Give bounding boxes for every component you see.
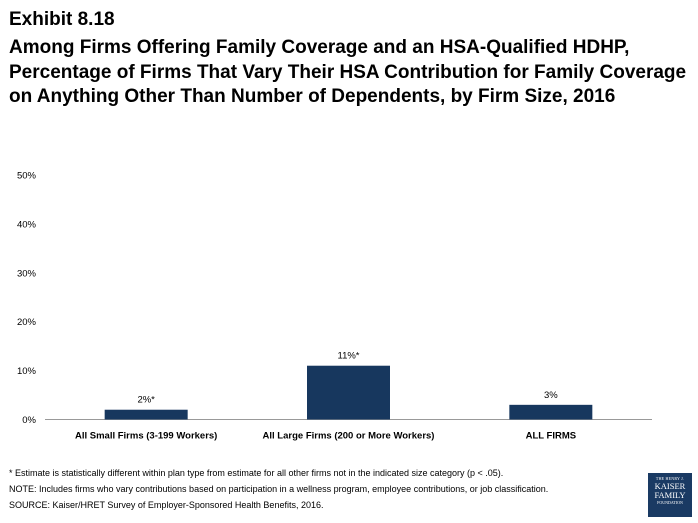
bar bbox=[509, 404, 593, 420]
y-tick-label: 0% bbox=[22, 415, 36, 426]
chart-title: Among Firms Offering Family Coverage and… bbox=[9, 37, 687, 107]
bar-data-label: 11%* bbox=[337, 351, 359, 362]
footnote-source: SOURCE: Kaiser/HRET Survey of Employer-S… bbox=[9, 500, 324, 510]
x-category-label: ALL FIRMS bbox=[526, 431, 577, 442]
y-tick-label: 30% bbox=[17, 268, 37, 279]
y-tick-label: 50% bbox=[17, 171, 37, 182]
y-tick-label: 10% bbox=[17, 366, 37, 377]
bar-data-label: 2%* bbox=[137, 395, 155, 406]
bar-chart: 0% 10% 20% 30% 40% 50% 2%* All Small Firms (3-1… bbox=[17, 171, 652, 442]
footnote-estimate: * Estimate is statistically different wi… bbox=[9, 468, 504, 478]
y-tick-label: 20% bbox=[17, 317, 37, 328]
y-tick-label: 40% bbox=[17, 219, 37, 230]
exhibit-number: Exhibit 8.18 bbox=[9, 9, 115, 30]
x-category-label: All Small Firms (3-199 Workers) bbox=[75, 431, 217, 442]
x-category-label: All Large Firms (200 or More Workers) bbox=[263, 431, 435, 442]
kff-logo: THE HENRY J. KAISER FAMILY FOUNDATION bbox=[648, 473, 692, 517]
footnote-note: NOTE: Includes firms who vary contributi… bbox=[9, 484, 549, 494]
footnotes: * Estimate is statistically different wi… bbox=[9, 465, 548, 513]
bar bbox=[307, 365, 390, 420]
bar-data-label: 3% bbox=[544, 390, 558, 401]
bar bbox=[104, 409, 188, 420]
